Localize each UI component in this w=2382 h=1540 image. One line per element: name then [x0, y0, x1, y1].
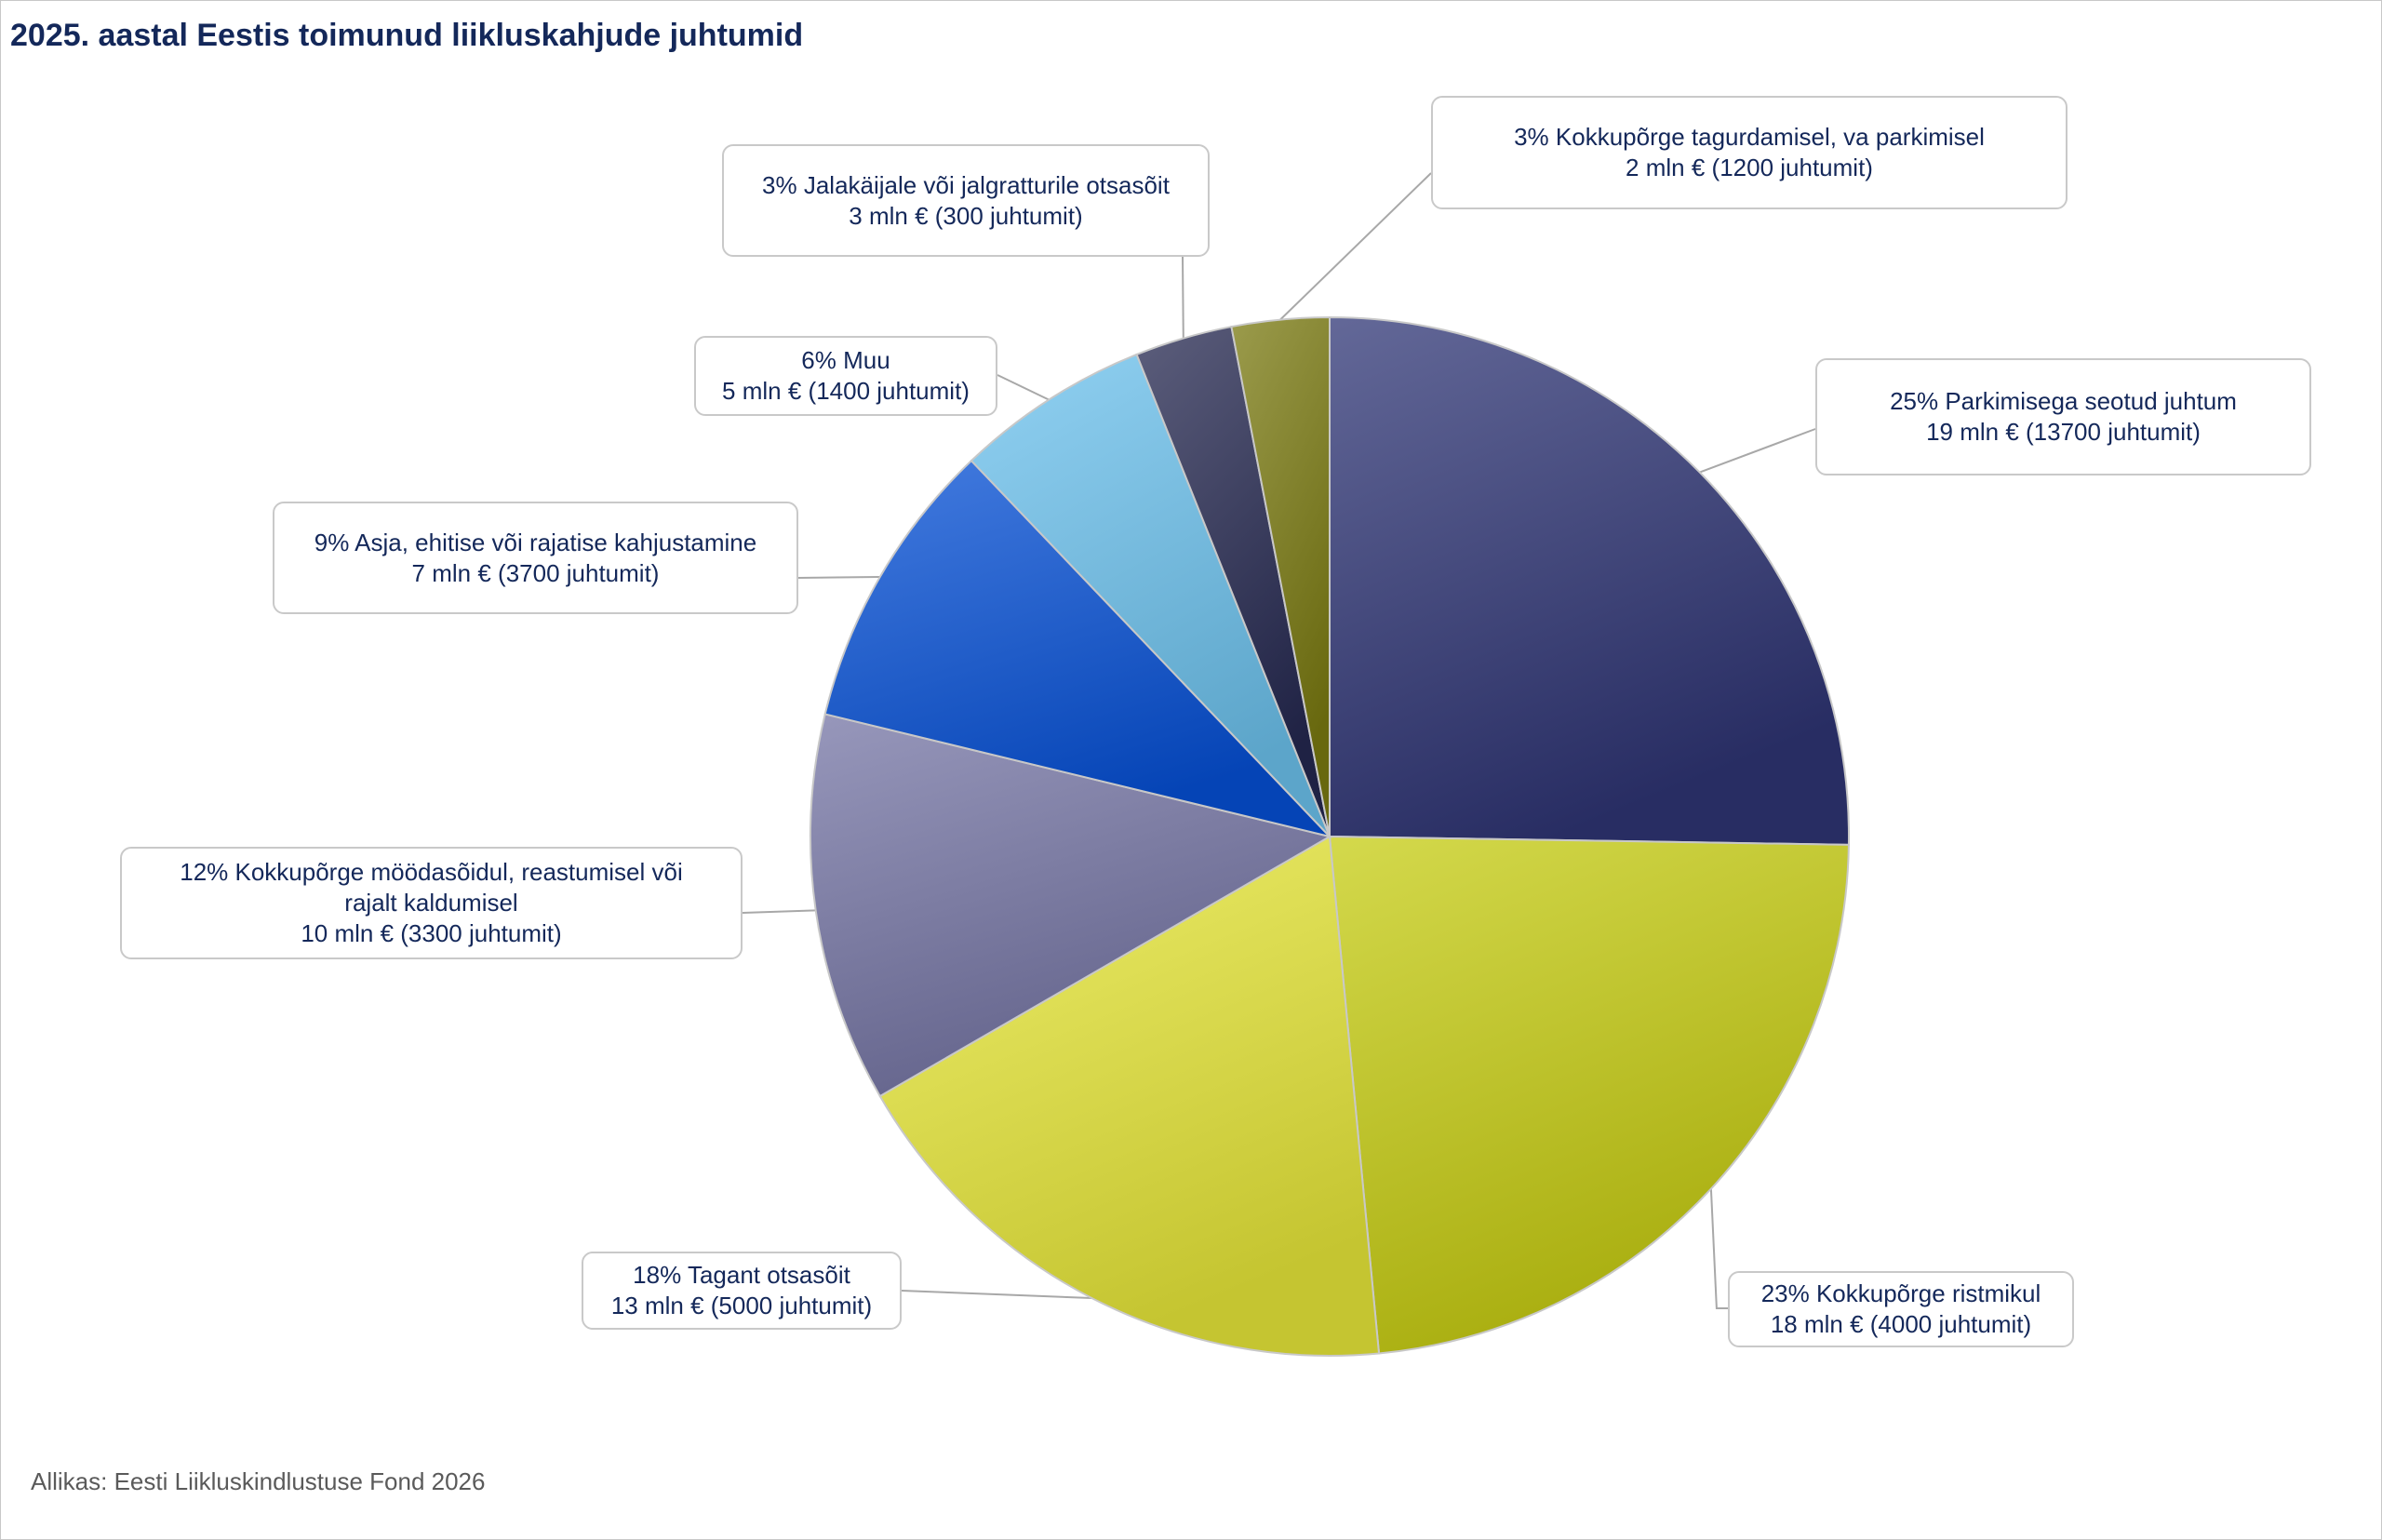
slice-label-parkimine: 25% Parkimisega seotud juhtum 19 mln € (…	[1815, 358, 2311, 475]
slice-label-value: 19 mln € (13700 juhtumit)	[1926, 418, 2201, 446]
slice-label-tagant: 18% Tagant otsasõit 13 mln € (5000 juhtu…	[582, 1252, 902, 1330]
pie-slice-3	[878, 835, 1381, 1357]
pie-slice-5	[823, 459, 1333, 838]
slice-label-jalakaija: 3% Jalakäijale või jalgratturile otsasõi…	[722, 144, 1210, 257]
pie-slice-1	[1329, 315, 1850, 846]
slice-label-value: 5 mln € (1400 juhtumit)	[722, 377, 970, 405]
slice-label-moodasoit: 12% Kokkupõrge möödasõidul, reastumisel …	[120, 847, 743, 959]
slice-label-value: 18 mln € (4000 juhtumit)	[1770, 1310, 2032, 1338]
slice-label-title: 3% Jalakäijale või jalgratturile otsasõi…	[762, 170, 1170, 199]
pie-slice-8	[1230, 315, 1331, 837]
leader-line-8	[1279, 172, 1432, 321]
slice-label-value: 10 mln € (3300 juhtumit)	[301, 919, 562, 947]
slice-label-title: 18% Tagant otsasõit	[633, 1261, 850, 1289]
slice-label-title: 12% Kokkupõrge möödasõidul, reastumisel …	[180, 858, 683, 886]
slice-label-value: 2 mln € (1200 juhtumit)	[1626, 154, 1873, 181]
slice-label-value: 3 mln € (300 juhtumit)	[849, 201, 1083, 230]
leader-line-5	[797, 576, 880, 579]
leader-line-1	[1699, 428, 1816, 474]
slice-label-title: 9% Asja, ehitise või rajatise kahjustami…	[314, 528, 757, 556]
slice-label-title: 6% Muu	[801, 346, 890, 374]
leader-line-7	[1182, 256, 1184, 339]
slice-label-title: 25% Parkimisega seotud juhtum	[1890, 387, 2237, 415]
slice-label-title: 23% Kokkupõrge ristmikul	[1760, 1279, 2041, 1307]
leader-line-6	[997, 374, 1050, 401]
slice-label-value: 13 mln € (5000 juhtumit)	[610, 1292, 873, 1319]
pie-slice-4	[810, 713, 1332, 1098]
leader-line-2	[1709, 1188, 1728, 1309]
source-note: Allikas: Eesti Liikluskindlustuse Fond 2…	[31, 1467, 486, 1495]
slice-label-ristmik: 23% Kokkupõrge ristmikul 18 mln € (4000 …	[1728, 1271, 2074, 1347]
pie-slice-6	[970, 353, 1331, 837]
leader-line-4	[742, 909, 816, 914]
pie-slices	[810, 315, 1850, 1357]
slice-label-title-line2: rajalt kaldumisel	[344, 889, 518, 917]
leader-line-3	[901, 1290, 1092, 1299]
chart-title: 2025. aastal Eestis toimunud liikluskahj…	[10, 18, 804, 53]
slice-label-tagurdamine: 3% Kokkupõrge tagurdamisel, va parkimise…	[1431, 96, 2068, 209]
leader-lines	[742, 172, 1816, 1309]
slice-label-asja: 9% Asja, ehitise või rajatise kahjustami…	[273, 502, 798, 614]
pie-slice-2	[1328, 835, 1850, 1355]
slice-label-title: 3% Kokkupõrge tagurdamisel, va parkimise…	[1514, 123, 1985, 151]
slice-label-muu: 6% Muu 5 mln € (1400 juhtumit)	[694, 336, 997, 416]
slice-label-value: 7 mln € (3700 juhtumit)	[411, 558, 660, 587]
